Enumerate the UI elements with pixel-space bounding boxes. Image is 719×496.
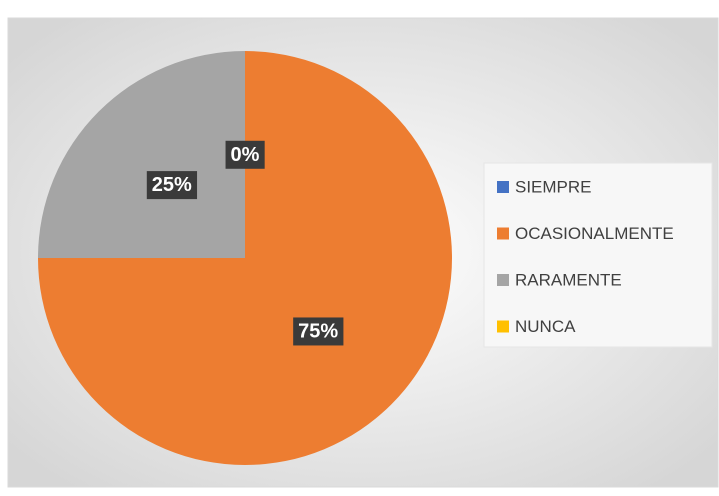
legend-label: NUNCA [515,317,576,336]
data-label: 0% [231,144,260,166]
legend-box [483,162,713,348]
legend-label: RARAMENTE [515,270,622,289]
data-label: 25% [152,174,192,196]
data-label-box [146,171,198,200]
data-label-box [293,317,344,346]
legend-swatch [497,181,509,193]
legend-label: OCASIONALMENTE [515,224,674,243]
pie-slice [38,51,245,258]
legend-label: SIEMPRE [515,177,592,196]
legend-swatch [497,227,509,240]
data-label: 75% [298,320,338,342]
legend-swatch [497,320,509,333]
data-label-box [225,140,265,169]
legend-swatch [497,274,509,286]
